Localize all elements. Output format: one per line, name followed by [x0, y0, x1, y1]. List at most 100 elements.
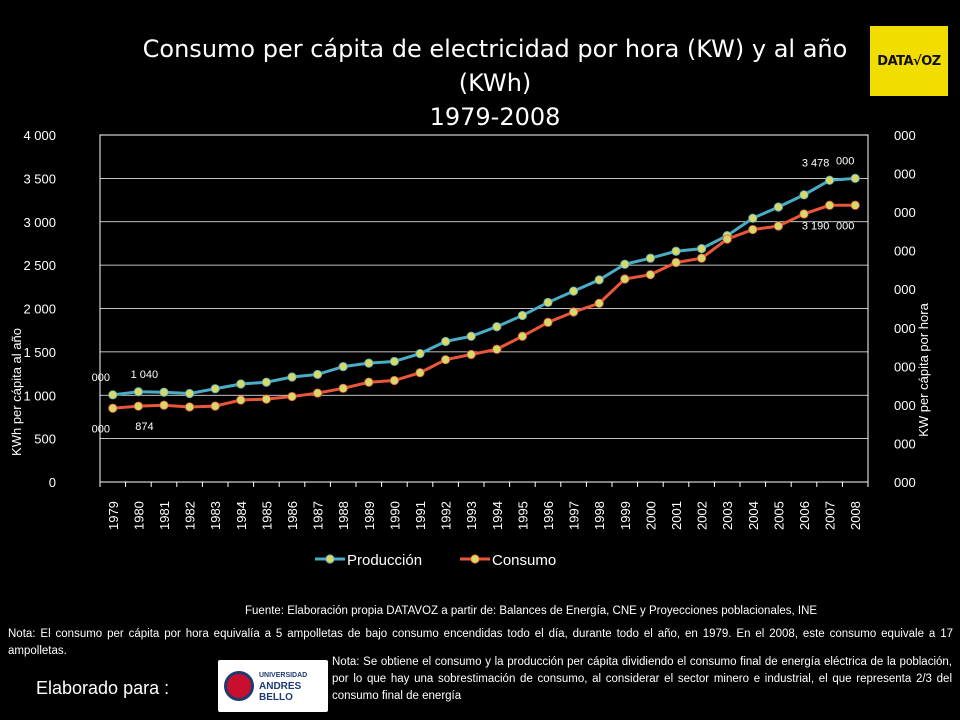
x-tick-label: 1995 [515, 501, 530, 530]
y2-tick-label: 000 [894, 321, 916, 336]
data-point [312, 388, 323, 398]
data-point [210, 384, 220, 394]
university-name: UNIVERSIDAD ANDRES BELLO [259, 670, 322, 703]
data-label: 3 190 [802, 220, 830, 232]
data-point [261, 394, 271, 404]
data-point [364, 358, 374, 368]
source-note: Fuente: Elaboración propia DATAVOZ a par… [245, 605, 818, 617]
y2-tick-label: 000 [894, 359, 916, 374]
data-point [440, 336, 451, 347]
data-point [108, 403, 118, 413]
legend-swatch-marker [325, 554, 335, 564]
data-point [236, 395, 246, 405]
datavoz-logo: DATA√OZ [868, 24, 950, 98]
legend-label: Producción [347, 552, 422, 569]
x-tick-label: 1996 [541, 501, 556, 530]
data-point [696, 253, 707, 263]
x-tick-label: 1992 [439, 501, 454, 530]
x-tick-label: 1993 [464, 501, 479, 530]
x-tick-label: 2008 [848, 501, 863, 530]
data-point [415, 349, 425, 359]
data-point [543, 317, 553, 327]
chart-title: Consumo per cápita de electricidad por h… [120, 32, 870, 134]
data-point [517, 310, 528, 321]
data-point [748, 213, 758, 223]
data-point [722, 234, 732, 244]
x-tick-label: 1985 [259, 501, 274, 530]
x-tick-label: 1990 [387, 501, 402, 530]
university-seal-icon [224, 671, 254, 701]
y2-tick-label: 000 [894, 167, 916, 182]
y-tick-label: 3 500 [23, 171, 56, 186]
data-point [594, 275, 604, 285]
x-tick-label: 1998 [592, 501, 607, 530]
made-for-label: Elaborado para : [36, 678, 170, 698]
data-point [824, 175, 835, 185]
data-label: 000 [92, 372, 110, 384]
x-tick-label: 2006 [797, 501, 812, 530]
x-tick-label: 1981 [157, 501, 172, 530]
data-label: 874 [135, 421, 153, 433]
data-point [287, 391, 297, 402]
x-tick-label: 2001 [669, 501, 684, 530]
university-logo: UNIVERSIDAD ANDRES BELLO [218, 660, 328, 712]
university-name-small: UNIVERSIDAD [259, 671, 308, 679]
y-tick-label: 2 000 [23, 302, 56, 317]
data-point [748, 224, 758, 235]
series-line-consumo [112, 203, 856, 410]
data-point [799, 209, 809, 219]
data-label: 3 478 [802, 157, 830, 169]
note-bulbs: Nota: El consumo per cápita por hora equ… [8, 628, 953, 657]
data-label: 000 [836, 220, 854, 232]
x-tick-label: 1994 [490, 501, 505, 530]
university-name-big: ANDRES BELLO [259, 680, 302, 703]
title-line-2: (KWh) [458, 69, 532, 97]
x-tick-label: 1984 [234, 501, 249, 530]
data-point [671, 257, 681, 268]
y2-tick-label: 000 [894, 282, 916, 297]
note-method: Nota: Se obtiene el consumo y la producc… [332, 656, 952, 702]
data-point [210, 401, 220, 411]
data-point [466, 331, 476, 341]
x-tick-label: 1997 [567, 501, 582, 530]
legend-swatch-marker [470, 554, 480, 564]
data-point [594, 298, 604, 308]
y-axis-title: KWh per cápita al año [9, 328, 24, 456]
data-point [517, 331, 528, 341]
data-point [620, 274, 630, 284]
x-tick-label: 2000 [643, 501, 658, 530]
data-point [568, 286, 579, 296]
data-point [645, 253, 656, 263]
y2-tick-label: 000 [894, 128, 916, 143]
x-tick-label: 2002 [695, 501, 710, 530]
y-tick-label: 4 000 [23, 128, 56, 143]
data-label: 1 040 [131, 369, 159, 381]
data-point [261, 377, 271, 387]
data-point [364, 377, 374, 387]
legend-label: Consumo [492, 552, 556, 569]
data-point [696, 244, 707, 254]
data-point [568, 307, 579, 317]
x-tick-label: 1986 [285, 501, 300, 530]
x-tick-label: 1987 [311, 501, 326, 530]
x-tick-label: 1980 [131, 501, 146, 530]
data-point [389, 356, 399, 367]
data-point [133, 401, 143, 411]
data-point [415, 368, 425, 378]
data-point [492, 322, 502, 332]
y-tick-label: 1 000 [23, 388, 56, 403]
data-label: 000 [836, 155, 854, 167]
x-tick-label: 1982 [183, 501, 198, 530]
y2-tick-label: 000 [894, 436, 916, 451]
y-tick-label: 1 500 [23, 345, 56, 360]
data-point [133, 387, 143, 397]
data-point [671, 246, 681, 256]
y-tick-label: 500 [34, 432, 56, 447]
data-point [824, 200, 835, 210]
data-point [312, 369, 323, 380]
y2-axis-title: KW per cápita por hora [916, 302, 931, 436]
x-tick-label: 2007 [823, 501, 838, 530]
title-line-3: 1979-2008 [429, 103, 561, 131]
data-point [492, 344, 502, 354]
